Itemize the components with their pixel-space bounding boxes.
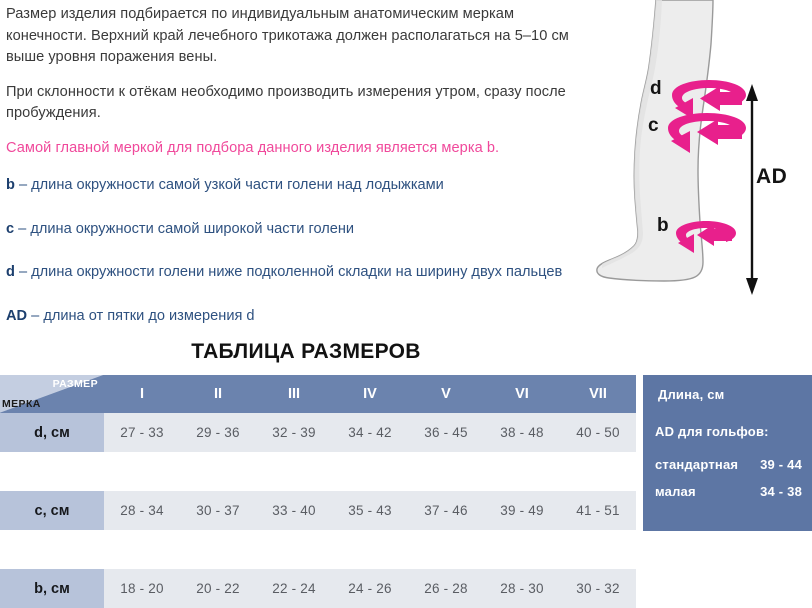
- label-d: d: [650, 78, 662, 99]
- band-b: [676, 221, 736, 253]
- cell-d-5: 36 - 45: [408, 413, 484, 452]
- definition-key-c: c: [6, 220, 15, 237]
- separator-cell: [104, 452, 636, 491]
- highlight-note: Самой главной меркой для подбора данного…: [6, 139, 500, 156]
- cell-c-6: 39 - 49: [484, 491, 560, 530]
- row-separator: [0, 530, 636, 569]
- ad-dimension-arrow: [746, 84, 758, 295]
- size-table-head: РАЗМЕР МЕРКА I II III IV V VI VII: [0, 375, 636, 413]
- corner-size-label: РАЗМЕР: [52, 378, 98, 390]
- cell-b-4: 24 - 26: [332, 569, 408, 608]
- row-label-c: c, см: [0, 491, 104, 530]
- cell-c-1: 28 - 34: [104, 491, 180, 530]
- label-b: b: [657, 215, 669, 236]
- measurement-definitions: b – длина окружности самой узкой части г…: [6, 175, 596, 327]
- row-label-b: b, см: [0, 569, 104, 608]
- row-separator: [0, 452, 636, 491]
- cell-c-3: 33 - 40: [256, 491, 332, 530]
- definition-key-ad: AD: [6, 307, 28, 324]
- cell-d-4: 34 - 42: [332, 413, 408, 452]
- length-label-standard: стандартная: [655, 457, 739, 472]
- column-header-4: IV: [332, 375, 408, 413]
- definition-text-ad: – длина от пятки до измерения d: [27, 307, 255, 324]
- leg-diagram-svg: [596, 0, 758, 295]
- cell-b-2: 20 - 22: [180, 569, 256, 608]
- definition-d: d – длина окружности голени ниже подколе…: [6, 262, 596, 284]
- cell-b-5: 26 - 28: [408, 569, 484, 608]
- cell-b-3: 22 - 24: [256, 569, 332, 608]
- cell-d-3: 32 - 39: [256, 413, 332, 452]
- cell-d-7: 40 - 50: [560, 413, 636, 452]
- definition-text-b: – длина окружности самой узкой части гол…: [14, 177, 444, 193]
- cell-b-6: 28 - 30: [484, 569, 560, 608]
- cell-c-5: 37 - 46: [408, 491, 484, 530]
- definition-text-c: – длина окружности самой широкой части г…: [14, 220, 355, 237]
- separator-cell: [104, 530, 636, 569]
- label-c: c: [648, 115, 659, 136]
- corner-measure-label: МЕРКА: [2, 398, 41, 410]
- column-header-1: I: [104, 375, 180, 413]
- length-panel-title: Длина, см: [658, 387, 725, 402]
- cell-b-1: 18 - 20: [104, 569, 180, 608]
- column-header-3: III: [256, 375, 332, 413]
- leg-measurement-illustration: d c b AD: [596, 0, 812, 330]
- length-info-panel: Длина, см AD для гольфов: стандартная 39…: [643, 375, 812, 531]
- separator-cell: [0, 530, 104, 569]
- row-label-d: d, см: [0, 413, 104, 452]
- table-row: b, см 18 - 20 20 - 22 22 - 24 24 - 26 26…: [0, 569, 636, 608]
- size-table-header-row: РАЗМЕР МЕРКА I II III IV V VI VII: [0, 375, 636, 413]
- cell-d-2: 29 - 36: [180, 413, 256, 452]
- definition-ad: AD – длина от пятки до измерения d: [6, 306, 596, 328]
- band-c: [668, 113, 746, 153]
- band-d: [672, 80, 746, 119]
- definition-text-d: – длина окружности голени ниже подколенн…: [14, 264, 563, 280]
- definition-key-b: b: [6, 177, 15, 193]
- cell-b-7: 30 - 32: [560, 569, 636, 608]
- instructions-text-column: Размер изделия подбирается по индивидуал…: [6, 4, 596, 349]
- length-panel-subtitle: AD для гольфов:: [655, 424, 769, 439]
- cell-c-7: 41 - 51: [560, 491, 636, 530]
- size-table: РАЗМЕР МЕРКА I II III IV V VI VII d, см …: [0, 375, 636, 608]
- definition-key-d: d: [6, 264, 15, 280]
- intro-paragraph-1: Размер изделия подбирается по индивидуал…: [6, 6, 569, 65]
- definition-b: b – длина окружности самой узкой части г…: [6, 175, 596, 197]
- leg-shading: [602, 0, 662, 268]
- separator-cell: [0, 452, 104, 491]
- cell-d-6: 38 - 48: [484, 413, 560, 452]
- table-corner-cell: РАЗМЕР МЕРКА: [0, 375, 104, 413]
- cell-c-4: 35 - 43: [332, 491, 408, 530]
- column-header-7: VII: [560, 375, 636, 413]
- definition-c: c – длина окружности самой широкой части…: [6, 219, 596, 241]
- corner-diagonal-divider: [0, 375, 104, 413]
- column-header-5: V: [408, 375, 484, 413]
- size-table-title: ТАБЛИЦА РАЗМЕРОВ: [191, 340, 421, 363]
- length-row-small: малая 34 - 38: [655, 484, 802, 499]
- cell-c-2: 30 - 37: [180, 491, 256, 530]
- length-value-small: 34 - 38: [760, 484, 802, 499]
- table-row: c, см 28 - 34 30 - 37 33 - 40 35 - 43 37…: [0, 491, 636, 530]
- cell-d-1: 27 - 33: [104, 413, 180, 452]
- column-header-2: II: [180, 375, 256, 413]
- intro-paragraph-2: При склонности к отёкам необходимо произ…: [6, 83, 566, 122]
- length-label-small: малая: [655, 484, 696, 499]
- column-header-6: VI: [484, 375, 560, 413]
- size-table-body: d, см 27 - 33 29 - 36 32 - 39 34 - 42 36…: [0, 413, 636, 608]
- table-row: d, см 27 - 33 29 - 36 32 - 39 34 - 42 36…: [0, 413, 636, 452]
- length-row-standard: стандартная 39 - 44: [655, 457, 802, 472]
- label-ad: AD: [756, 165, 788, 188]
- length-value-standard: 39 - 44: [760, 457, 802, 472]
